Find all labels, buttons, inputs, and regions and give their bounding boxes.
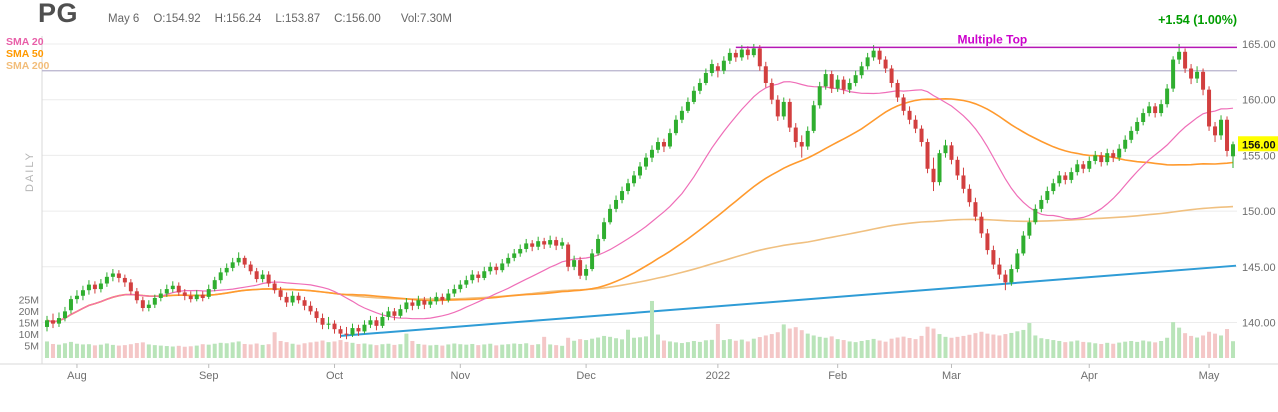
- ticker-symbol: PG: [38, 0, 79, 28]
- quote-low: L:153.87: [275, 13, 320, 25]
- low-label: L:: [275, 13, 285, 25]
- svg-text:Dec: Dec: [576, 370, 596, 382]
- quote-date: May 6: [108, 13, 140, 25]
- svg-text:5M: 5M: [24, 341, 39, 353]
- close-value: 156.00: [345, 13, 381, 25]
- quote-open: O:154.92: [153, 13, 200, 25]
- svg-text:156.00: 156.00: [1242, 139, 1276, 151]
- svg-text:Mar: Mar: [942, 370, 961, 382]
- svg-text:150.00: 150.00: [1242, 206, 1276, 218]
- svg-text:25M: 25M: [19, 295, 39, 307]
- svg-text:10M: 10M: [19, 329, 39, 341]
- high-value: 156.24: [226, 13, 262, 25]
- low-value: 153.87: [284, 13, 321, 25]
- svg-text:Sep: Sep: [199, 370, 219, 382]
- volume-value: 7.30M: [420, 13, 452, 25]
- price-change-badge: +1.54 (1.00%): [1158, 13, 1237, 27]
- svg-text:Feb: Feb: [828, 370, 847, 382]
- svg-text:Oct: Oct: [326, 370, 343, 382]
- price-axis-labels: 165.00 160.00 155.00 150.00 145.00 140.00: [1242, 39, 1276, 330]
- svg-text:Multiple Top: Multiple Top: [957, 32, 1027, 46]
- sma-50-line: [46, 97, 1234, 323]
- sma-legend: SMA 20 SMA 50 SMA 200: [6, 36, 49, 72]
- svg-text:160.00: 160.00: [1242, 95, 1276, 107]
- volume-bars-layer: [45, 300, 1236, 358]
- multiple-top-label: Multiple Top: [957, 32, 1027, 46]
- trend-line: [340, 264, 1237, 337]
- legend-sma-200: SMA 200: [6, 60, 50, 72]
- legend-sma-20: SMA 20: [6, 36, 44, 48]
- svg-text:165.00: 165.00: [1242, 39, 1276, 51]
- quote-volume: Vol:7.30M: [401, 13, 452, 25]
- timeframe-label: DAILY: [24, 151, 36, 192]
- svg-text:20M: 20M: [19, 306, 39, 318]
- month-axis-labels: Aug Sep Oct Nov Dec 2022 Feb Mar Apr May: [67, 364, 1220, 382]
- svg-text:15M: 15M: [19, 318, 39, 330]
- grid-layer: [42, 43, 1237, 323]
- open-value: 154.92: [165, 13, 201, 25]
- high-label: H:: [214, 13, 227, 25]
- open-label: O:: [153, 13, 166, 25]
- legend-sma-50: SMA 50: [6, 48, 44, 60]
- axes-spines: [0, 36, 1278, 365]
- svg-text:May: May: [1199, 370, 1220, 382]
- svg-text:Aug: Aug: [67, 370, 87, 382]
- svg-text:Apr: Apr: [1081, 370, 1098, 382]
- svg-text:Nov: Nov: [451, 370, 471, 382]
- svg-text:140.00: 140.00: [1242, 318, 1276, 330]
- last-price-badge: 156.00: [1238, 136, 1278, 152]
- sma-200-line: [46, 205, 1234, 323]
- quote-high: H:156.24: [215, 13, 262, 25]
- volume-label: Vol:: [400, 13, 420, 25]
- svg-text:2022: 2022: [706, 370, 730, 382]
- sma-20-line: [46, 81, 1234, 323]
- svg-text:155.00: 155.00: [1242, 150, 1276, 162]
- quote-row: May 6 O:154.92 H:156.24 L:153.87 C:156.0…: [108, 13, 452, 25]
- quote-close: C:156.00: [334, 13, 381, 25]
- close-label: C:: [334, 13, 346, 25]
- candles-layer: [45, 44, 1236, 340]
- svg-text:145.00: 145.00: [1242, 262, 1276, 274]
